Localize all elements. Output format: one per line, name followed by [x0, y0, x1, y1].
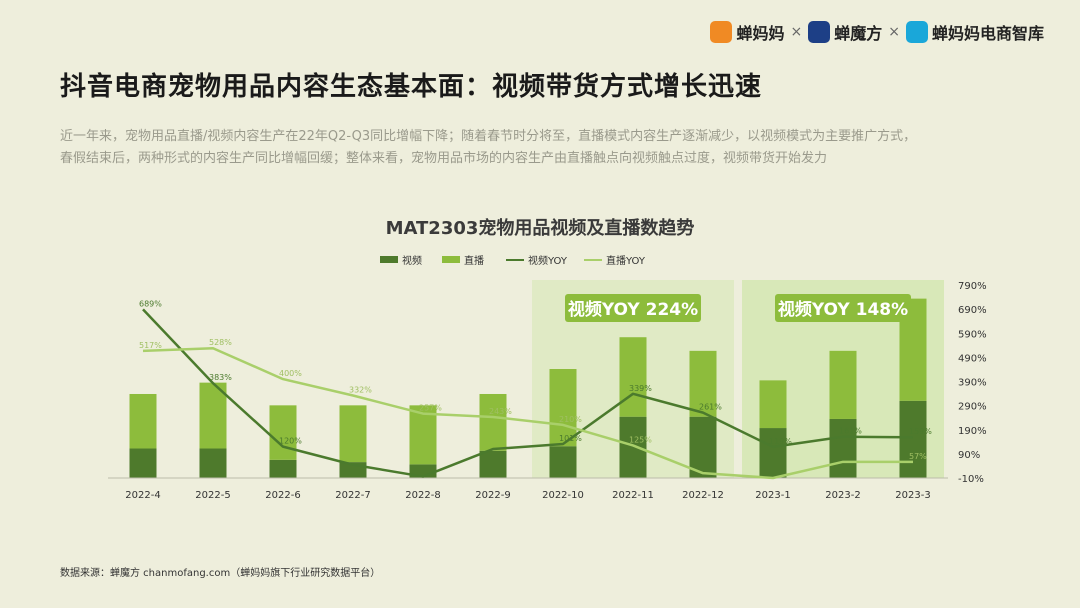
data-label: 159%	[909, 427, 932, 436]
data-label: 57%	[909, 452, 927, 461]
right-axis-tick: 490%	[958, 353, 987, 364]
logo-chanmofang: 蝉魔方	[808, 20, 882, 44]
x-tick-label: 2022-5	[195, 490, 230, 501]
chart-title: MAT2303宠物用品视频及直播数趋势	[386, 217, 695, 239]
data-label: 689%	[139, 299, 162, 308]
page-title: 抖音电商宠物用品内容生态基本面：视频带货方式增长迅速	[60, 72, 763, 102]
legend-label: 直播YOY	[606, 254, 646, 267]
x-tick-label: 2022-9	[475, 490, 510, 501]
summary-line: 春假结束后，两种形式的内容生产同比增幅回缓；整体来看，宠物用品市场的内容生产由直…	[60, 151, 828, 166]
bar-live	[199, 382, 227, 449]
data-label: 120%	[279, 437, 302, 446]
bar-live	[129, 393, 157, 449]
data-label: 517%	[139, 341, 162, 350]
bar-video	[199, 448, 227, 478]
x-tick-label: 2023-1	[755, 490, 790, 501]
data-label: 257%	[419, 404, 442, 413]
zhiku-logo-icon	[905, 21, 928, 43]
x-tick-label: 2023-3	[895, 490, 930, 501]
data-label: 119%	[769, 437, 792, 446]
bar-video	[269, 459, 297, 478]
right-axis-tick: 690%	[958, 305, 987, 316]
annotation-text: 视频YOY 148%	[778, 299, 908, 320]
data-label: 383%	[209, 373, 232, 382]
bar-live	[829, 350, 857, 419]
data-label: 101%	[559, 434, 582, 443]
logo-zhiku-text: 蝉妈妈电商智库	[931, 24, 1044, 43]
separator: ×	[888, 24, 900, 40]
data-label: 125%	[629, 435, 652, 444]
right-axis-tick: 190%	[958, 426, 987, 437]
bar-live	[549, 369, 577, 447]
annotation-box	[565, 294, 701, 322]
line-video-yoy	[142, 308, 914, 478]
bar-live	[759, 380, 787, 429]
data-label: 528%	[209, 338, 232, 347]
data-label: 339%	[629, 384, 652, 393]
bar-video	[549, 446, 577, 478]
chanmama-logo-icon	[710, 21, 733, 43]
bar-live	[689, 350, 717, 417]
legend-swatch	[380, 256, 398, 263]
bar-video	[619, 416, 647, 478]
summary-line: 近一年来，宠物用品直播/视频内容生产在22年Q2-Q3同比增幅下降；随着春节时分…	[60, 129, 917, 144]
bar-live	[619, 337, 647, 417]
bar-video	[759, 428, 787, 478]
summary-text: 近一年来，宠物用品直播/视频内容生产在22年Q2-Q3同比增幅下降；随着春节时分…	[60, 126, 1020, 170]
logo-chanmama-text: 蝉妈妈	[736, 24, 785, 43]
right-axis-tick: 290%	[958, 402, 987, 413]
bar-video	[829, 418, 857, 478]
annotation-box	[775, 294, 911, 322]
x-tick-label: 2022-4	[125, 490, 160, 501]
data-label: 400%	[279, 369, 302, 378]
data-label: 261%	[699, 403, 722, 412]
logo-zhiku: 蝉妈妈电商智库	[905, 20, 1044, 44]
right-axis-tick: 790%	[958, 281, 987, 292]
legend-swatch	[442, 256, 460, 263]
bar-video	[129, 448, 157, 478]
x-tick-label: 2023-2	[825, 490, 860, 501]
bar-live	[479, 393, 507, 451]
x-tick-label: 2022-11	[612, 490, 654, 501]
brand-logos: 蝉妈妈 × 蝉魔方 × 蝉妈妈电商智库	[710, 20, 1044, 44]
logo-chanmama: 蝉妈妈	[710, 20, 785, 44]
bar-video	[689, 416, 717, 478]
data-label: 161%	[839, 427, 862, 436]
data-label: 210%	[559, 415, 582, 424]
x-tick-label: 2022-6	[265, 490, 300, 501]
x-tick-label: 2022-7	[335, 490, 370, 501]
x-tick-label: 2022-10	[542, 490, 584, 501]
right-axis-tick: 590%	[958, 329, 987, 340]
x-tick-label: 2022-12	[682, 490, 724, 501]
data-label: 243%	[489, 407, 512, 416]
x-tick-label: 2022-8	[405, 490, 440, 501]
legend-label: 视频	[402, 254, 422, 267]
right-axis-tick: 90%	[958, 450, 980, 461]
logo-chanmofang-text: 蝉魔方	[834, 24, 883, 43]
bar-live	[339, 405, 367, 463]
right-axis-tick: -10%	[958, 474, 984, 485]
bar-video	[479, 450, 507, 478]
right-axis-tick: 390%	[958, 378, 987, 389]
data-source: 数据来源：蝉魔方 chanmofang.com（蝉妈妈旗下行业研究数据平台）	[60, 568, 381, 579]
annotation-text: 视频YOY 224%	[568, 299, 698, 320]
legend-label: 视频YOY	[528, 254, 568, 267]
bar-live	[269, 405, 297, 460]
data-label: 332%	[349, 385, 372, 394]
chanmofang-logo-icon	[808, 21, 831, 43]
line-live-yoy	[142, 346, 913, 480]
legend-label: 直播	[464, 254, 484, 267]
separator: ×	[790, 24, 803, 40]
bar-video	[899, 400, 927, 478]
